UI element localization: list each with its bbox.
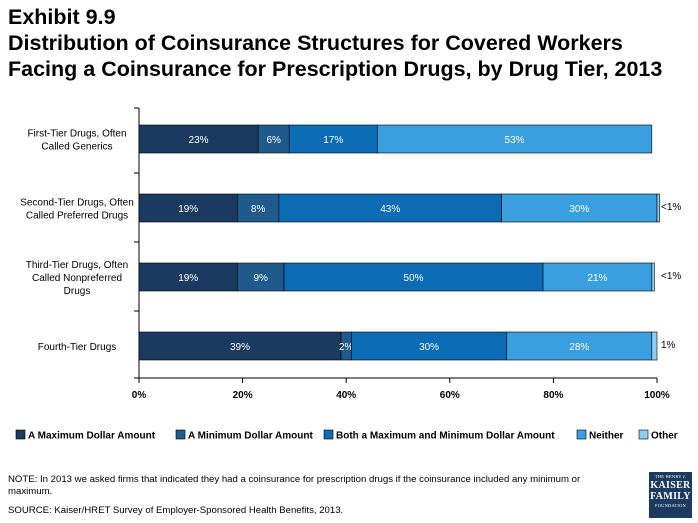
- legend-label: A Minimum Dollar Amount: [188, 431, 313, 442]
- legend-swatch: [576, 429, 587, 440]
- data-label: 30%: [569, 204, 589, 215]
- category-label: Third-Tier Drugs, Often: [26, 260, 128, 271]
- legend-swatch: [323, 429, 334, 440]
- legend-label: A Maximum Dollar Amount: [28, 431, 156, 442]
- category-label: First-Tier Drugs, Often: [27, 129, 126, 140]
- bar-segment: [138, 124, 259, 154]
- data-label: 30%: [419, 342, 439, 353]
- bar-segment: [138, 331, 342, 361]
- x-tick-label: 20%: [233, 390, 253, 401]
- category-label: Called Generics: [41, 142, 112, 153]
- footer-note: NOTE: In 2013 we asked firms that indica…: [8, 474, 581, 497]
- kff-logo: THE HENRY J. KAISER FAMILY FOUNDATION: [649, 472, 692, 518]
- bar-segment: [237, 193, 280, 223]
- data-label: 1%: [661, 340, 676, 351]
- logo-line-2: KAISER: [650, 480, 691, 491]
- data-label: 43%: [380, 204, 400, 215]
- data-label: 39%: [230, 342, 250, 353]
- bar-segment: [351, 331, 508, 361]
- legend-swatch: [175, 429, 186, 440]
- bar-segment: [257, 124, 290, 154]
- legend-label: Both a Maximum and Minimum Dollar Amount: [336, 431, 555, 442]
- bar-segment: [656, 193, 660, 223]
- data-label: 19%: [178, 273, 198, 284]
- data-label: 6%: [266, 135, 281, 146]
- title-line-1: Distribution of Coinsurance Structures f…: [8, 31, 623, 55]
- data-label: 8%: [251, 204, 266, 215]
- data-label: <1%: [661, 202, 681, 213]
- data-label: 28%: [569, 342, 589, 353]
- title-line-2: Facing a Coinsurance for Prescription Dr…: [8, 57, 663, 81]
- logo-line-1: THE HENRY J.: [654, 474, 687, 479]
- bar-segment: [237, 262, 285, 292]
- legend-swatch: [15, 429, 26, 440]
- stacked-bar-chart: 0% 20% 40% 60% 80% 100% First-Tier Drugs, Ofte…: [15, 107, 681, 442]
- bar-segment: [542, 262, 653, 292]
- bar-segment: [283, 262, 544, 292]
- logo-line-3: FAMILY: [650, 491, 691, 502]
- data-label: 2%: [339, 342, 354, 353]
- bar-segment: [138, 193, 238, 223]
- bar-segment: [288, 124, 378, 154]
- bar-segment: [506, 331, 653, 361]
- data-label: <1%: [661, 271, 681, 282]
- category-label: Second-Tier Drugs, Often: [20, 198, 134, 209]
- chart-title: Exhibit 9.9 Distribution of Coinsurance …: [8, 4, 694, 82]
- data-label: 53%: [505, 135, 525, 146]
- x-tick-label: 60%: [440, 390, 460, 401]
- footer-source: SOURCE: Kaiser/HRET Survey of Employer-S…: [8, 505, 344, 516]
- bar-segment: [278, 193, 502, 223]
- data-label: 23%: [189, 135, 209, 146]
- logo-line-4: FOUNDATION: [655, 503, 686, 508]
- bar-segment: [651, 331, 658, 361]
- bar-segment: [376, 124, 653, 154]
- data-label: 17%: [323, 135, 343, 146]
- category-label: Drugs: [64, 286, 91, 297]
- x-tick-label: 80%: [543, 390, 563, 401]
- data-label: 19%: [178, 204, 198, 215]
- category-label: Called Nonpreferred: [32, 273, 122, 284]
- data-label: 50%: [404, 273, 424, 284]
- bar-segment: [651, 262, 655, 292]
- category-label: Called Preferred Drugs: [26, 211, 128, 222]
- legend-swatch: [638, 429, 649, 440]
- data-label: 21%: [587, 273, 607, 284]
- legend-label: Other: [651, 431, 678, 442]
- x-tick-label: 0%: [132, 390, 147, 401]
- bar-segment: [501, 193, 658, 223]
- data-label: 9%: [254, 273, 269, 284]
- legend-label: Neither: [589, 431, 624, 442]
- x-tick-label: 40%: [336, 390, 356, 401]
- exhibit-number: Exhibit 9.9: [8, 5, 116, 29]
- category-label: Fourth-Tier Drugs: [38, 342, 117, 353]
- x-tick-label: 100%: [644, 390, 670, 401]
